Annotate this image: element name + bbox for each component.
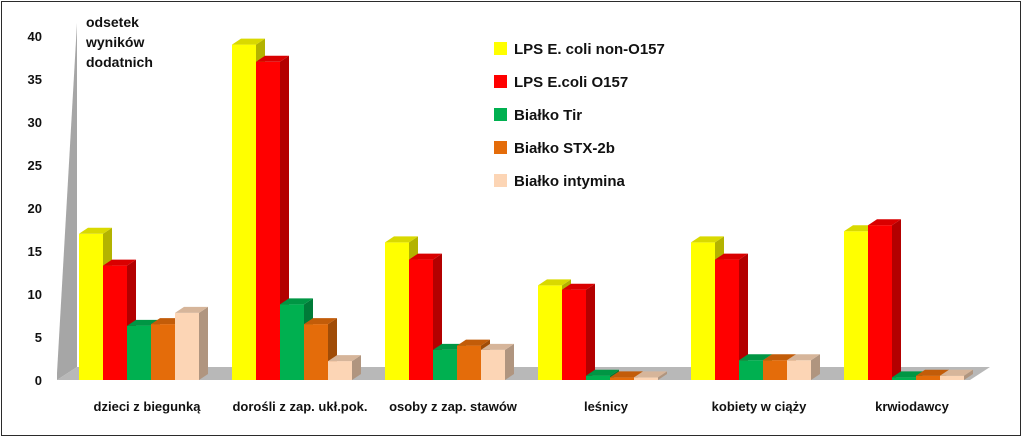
legend-label: Białko Tir bbox=[514, 107, 582, 124]
bar bbox=[634, 371, 667, 380]
bar bbox=[481, 343, 514, 380]
y-tick-label: 5 bbox=[35, 330, 42, 345]
bar bbox=[868, 219, 901, 380]
ylabel-line-3: dodatnich bbox=[86, 54, 153, 70]
legend-swatch bbox=[494, 42, 507, 55]
x-tick-label: osoby z zap. stawów bbox=[389, 399, 518, 414]
bar bbox=[715, 253, 748, 380]
bar bbox=[256, 55, 289, 381]
bar bbox=[175, 306, 208, 380]
y-tick-label: 35 bbox=[28, 72, 42, 87]
y-tick-label: 15 bbox=[28, 244, 42, 259]
legend-label: Białko intymina bbox=[514, 173, 626, 190]
y-tick-label: 0 bbox=[35, 373, 42, 388]
legend-label: Białko STX-2b bbox=[514, 140, 615, 157]
back-wall bbox=[57, 23, 77, 380]
ylabel-line-1: odsetek bbox=[86, 14, 139, 30]
legend-swatch bbox=[494, 141, 507, 154]
bar bbox=[940, 369, 973, 380]
legend-swatch bbox=[494, 75, 507, 88]
y-tick-label: 10 bbox=[28, 287, 42, 302]
y-tick-label: 20 bbox=[28, 201, 42, 216]
bar bbox=[328, 355, 361, 380]
legend-swatch bbox=[494, 108, 507, 121]
x-tick-label: leśnicy bbox=[584, 399, 629, 414]
x-tick-label: kobiety w ciąży bbox=[712, 399, 807, 414]
legend-swatch bbox=[494, 174, 507, 187]
x-tick-label: dzieci z biegunką bbox=[94, 399, 202, 414]
x-tick-label: krwiodawcy bbox=[875, 399, 949, 414]
legend: LPS E. coli non-O157 LPS E.coli O157 Białk… bbox=[494, 41, 665, 190]
bar bbox=[562, 283, 595, 380]
y-tick-label: 30 bbox=[28, 115, 42, 130]
y-tick-label: 25 bbox=[28, 158, 42, 173]
legend-label: LPS E.coli O157 bbox=[514, 74, 628, 91]
y-tick-label: 40 bbox=[28, 29, 42, 44]
ylabel-line-2: wyników bbox=[85, 34, 144, 50]
x-tick-label: dorośli z zap. ukł.pok. bbox=[232, 399, 367, 414]
legend-label: LPS E. coli non-O157 bbox=[514, 41, 665, 58]
bar bbox=[787, 354, 820, 380]
